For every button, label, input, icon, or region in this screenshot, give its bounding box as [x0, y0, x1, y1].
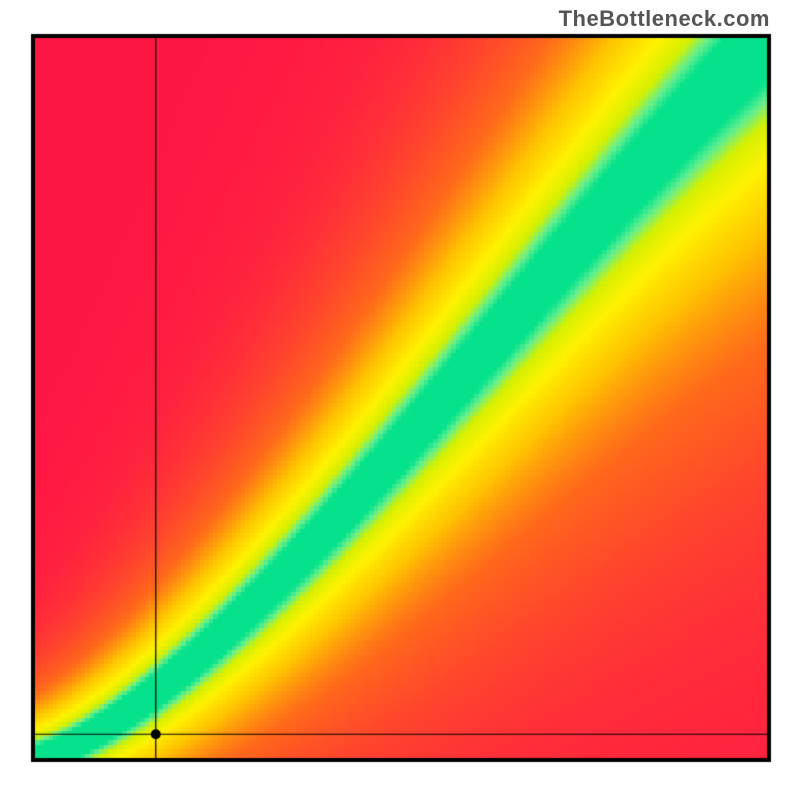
watermark-label: TheBottleneck.com: [559, 6, 770, 32]
heatmap-canvas: [0, 0, 800, 800]
